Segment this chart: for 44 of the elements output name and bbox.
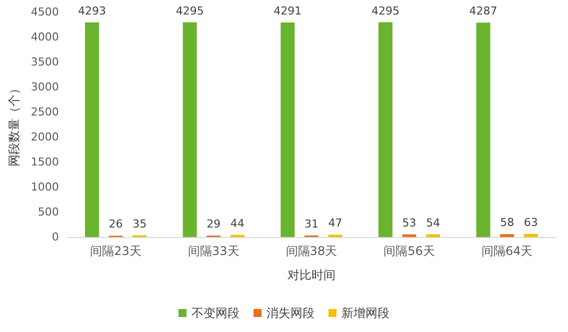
bar [378, 22, 392, 237]
data-label: 4293 [78, 4, 106, 18]
data-label: 44 [230, 216, 244, 230]
x-axis-title: 对比时间 [287, 268, 336, 282]
x-tick-label: 间隔33天 [188, 244, 240, 258]
data-label: 4287 [469, 4, 498, 18]
y-tick-label: 500 [38, 206, 59, 218]
y-tick-label: 3500 [30, 56, 59, 68]
data-label: 58 [500, 216, 514, 230]
legend-label: 新增网段 [342, 306, 390, 320]
legend-label: 消失网段 [266, 306, 314, 320]
x-tick-label: 间隔56天 [384, 244, 435, 258]
data-label: 35 [132, 217, 147, 230]
data-label: 63 [524, 216, 538, 229]
data-label: 54 [426, 216, 440, 230]
bar [182, 22, 197, 237]
y-tick-label: 4000 [30, 30, 59, 44]
bar [524, 234, 538, 237]
data-label: 31 [304, 217, 318, 230]
legend-label: 不变网段 [192, 306, 240, 320]
bar [85, 22, 100, 237]
y-tick-label: 2500 [30, 106, 59, 118]
x-tick-label: 间隔23天 [90, 244, 142, 258]
y-tick-label: 2000 [30, 130, 59, 144]
bar [426, 234, 440, 237]
x-tick-label: 间隔64天 [481, 244, 533, 258]
y-tick-label: 4500 [30, 6, 59, 18]
y-axis-title: 网段数量（个） [7, 82, 21, 166]
bar [402, 234, 416, 237]
y-tick-label: 1500 [30, 156, 59, 168]
data-label: 53 [402, 216, 416, 230]
y-tick-label: 0 [52, 230, 59, 244]
data-label: 29 [206, 218, 221, 231]
data-label: 4295 [176, 4, 204, 18]
data-label: 4295 [371, 4, 400, 18]
data-label: 4291 [274, 4, 302, 18]
x-tick-label: 间隔38天 [286, 244, 338, 258]
data-label: 26 [108, 218, 123, 231]
y-tick-label: 1000 [30, 180, 59, 194]
bar [280, 22, 295, 237]
y-tick-label: 3000 [30, 80, 59, 94]
bar [500, 234, 514, 237]
data-label: 47 [328, 216, 342, 230]
bar [476, 22, 490, 237]
